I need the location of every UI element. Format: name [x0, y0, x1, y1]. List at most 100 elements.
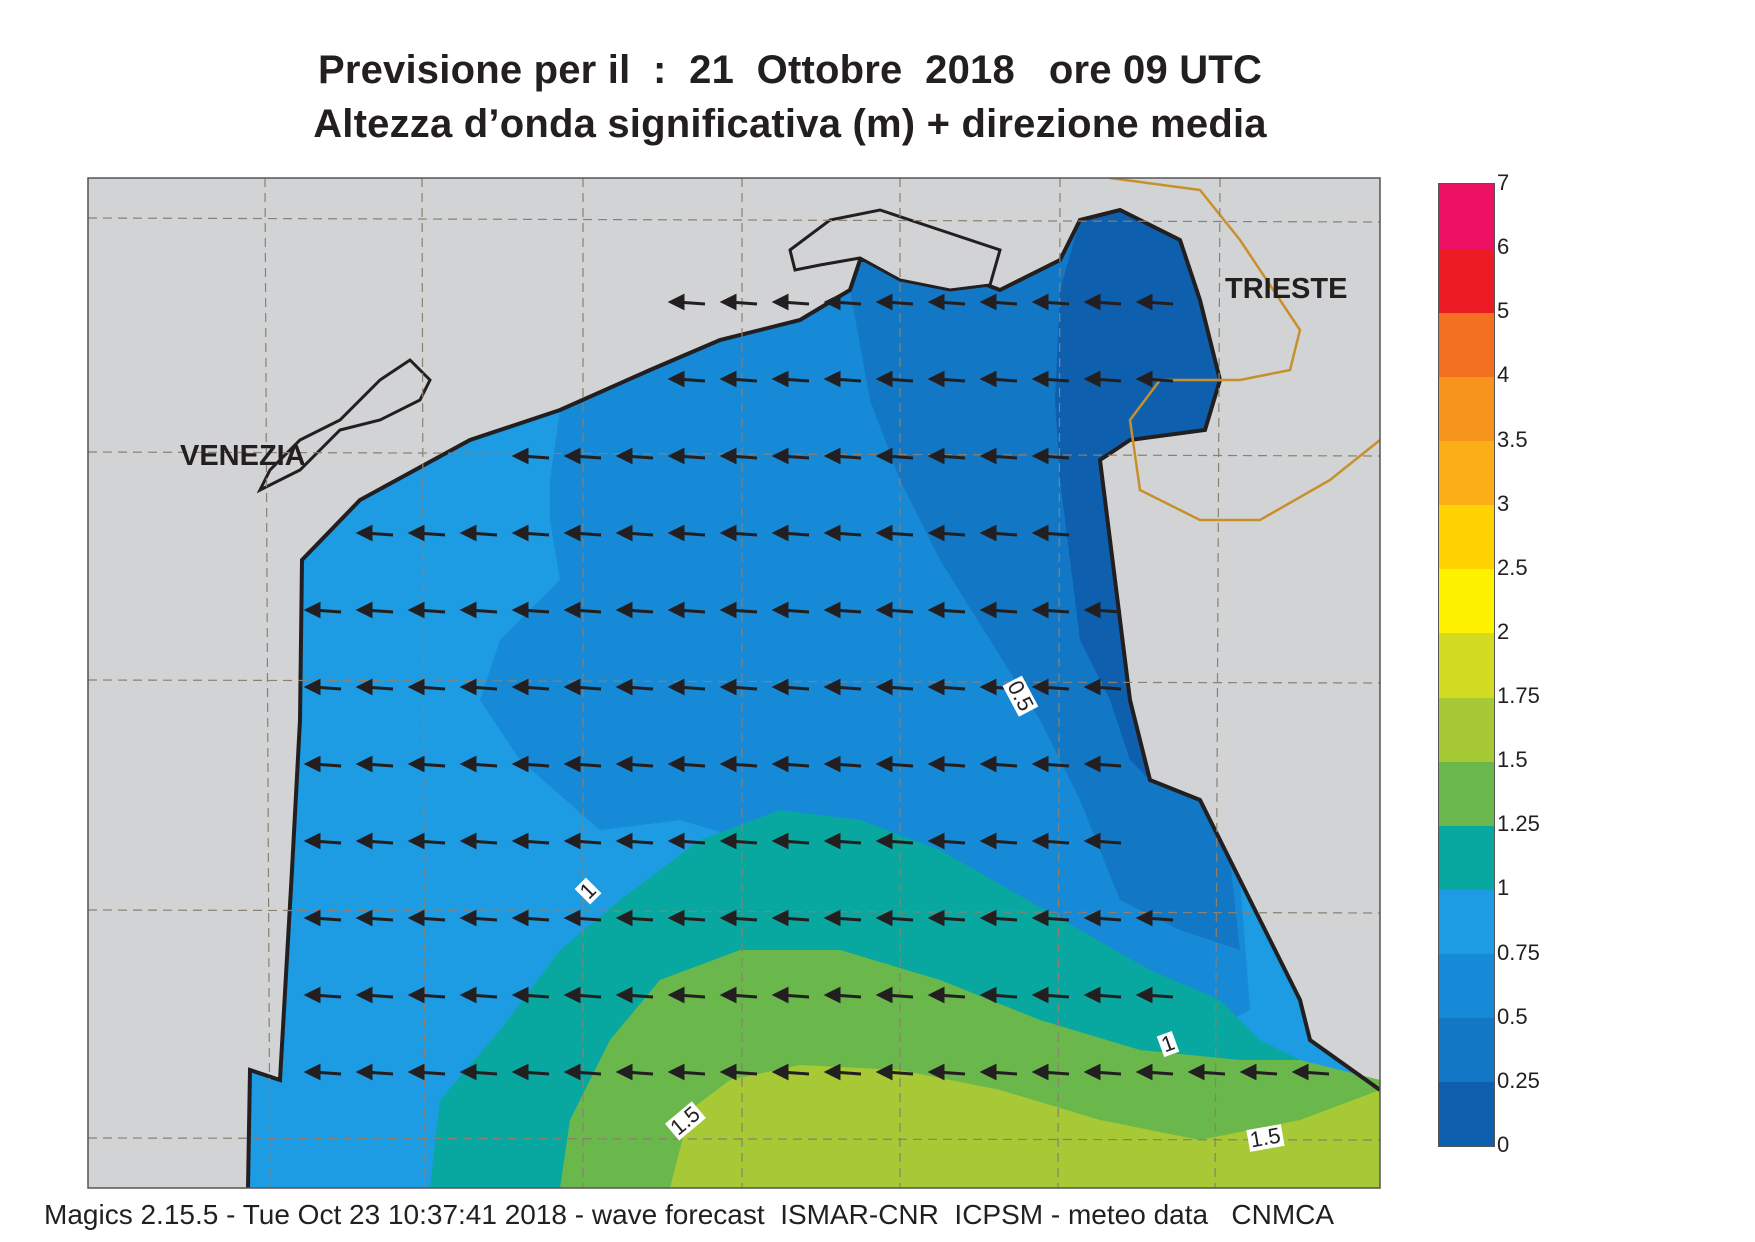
- wave-arrow-head: [719, 986, 737, 1004]
- wave-arrow-head: [563, 601, 581, 619]
- colorbar-tick-label: 4: [1497, 362, 1510, 388]
- wave-arrow-head: [667, 370, 685, 388]
- wave-arrow-head: [823, 370, 841, 388]
- wave-arrow-head: [875, 293, 893, 311]
- wave-arrow-head: [823, 678, 841, 696]
- wave-arrow-head: [1031, 1063, 1049, 1081]
- wave-arrow-head: [407, 601, 425, 619]
- wave-arrow-head: [1083, 832, 1101, 850]
- wave-arrow-head: [719, 293, 737, 311]
- wave-arrow-head: [667, 832, 685, 850]
- wave-arrow-head: [407, 1063, 425, 1081]
- city-label-venezia: VENEZIA: [180, 440, 306, 472]
- colorbar-tick-label: 7: [1497, 170, 1510, 195]
- wave-arrow-head: [927, 678, 945, 696]
- wave-arrow-head: [1031, 601, 1049, 619]
- wave-arrow-head: [355, 601, 373, 619]
- wave-arrow-head: [771, 447, 789, 465]
- wave-arrow-head: [771, 986, 789, 1004]
- wave-arrow-head: [355, 678, 373, 696]
- wave-arrow-head: [459, 601, 477, 619]
- wave-arrow-head: [1239, 1063, 1257, 1081]
- footer-credit: Magics 2.15.5 - Tue Oct 23 10:37:41 2018…: [44, 1199, 1335, 1230]
- wave-arrow-head: [823, 524, 841, 542]
- wave-arrow-head: [875, 986, 893, 1004]
- city-label-trieste: TRIESTE: [1225, 273, 1348, 305]
- colorbar-tick-label: 2: [1497, 618, 1510, 644]
- colorbar-bin-5-6: [1439, 248, 1494, 313]
- wave-arrow-head: [1031, 524, 1049, 542]
- wave-arrow-head: [823, 447, 841, 465]
- wave-arrow-head: [979, 986, 997, 1004]
- wave-arrow-head: [459, 755, 477, 773]
- wave-arrow-head: [563, 524, 581, 542]
- wave-arrow-head: [771, 678, 789, 696]
- wave-arrow-head: [719, 524, 737, 542]
- wave-arrow-head: [667, 447, 685, 465]
- coastline: [246, 207, 1380, 1188]
- wave-direction-arrows: [303, 293, 1330, 1081]
- wave-arrow-head: [667, 1063, 685, 1081]
- contour-label-1.5: 1.5: [1246, 1122, 1285, 1153]
- colorbar-tick-label: 3.5: [1497, 426, 1528, 452]
- wave-arrow-head: [615, 909, 633, 927]
- wave-arrow-head: [459, 524, 477, 542]
- gulf-islands: [788, 208, 1002, 292]
- wave-arrow-head: [667, 986, 685, 1004]
- wave-arrow-head: [667, 755, 685, 773]
- wave-arrow-head: [771, 601, 789, 619]
- wave-arrow-head: [875, 447, 893, 465]
- wave-arrow-head: [979, 832, 997, 850]
- wave-arrow-head: [511, 524, 529, 542]
- wave-arrow-head: [1291, 1063, 1309, 1081]
- wave-arrow-head: [927, 370, 945, 388]
- colorbar-tick-label: 2.5: [1497, 554, 1528, 580]
- colorbar-bin-4-5: [1439, 312, 1494, 377]
- colorbar-tick-label: 0.25: [1497, 1067, 1540, 1093]
- wave-arrow-head: [875, 832, 893, 850]
- wave-arrow-head: [303, 909, 321, 927]
- colorbar-tick-label: 0: [1497, 1132, 1510, 1157]
- wave-arrow-head: [719, 1063, 737, 1081]
- wave-arrow-head: [1031, 678, 1049, 696]
- wave-arrow-head: [303, 678, 321, 696]
- wave-arrow-head: [927, 909, 945, 927]
- wave-arrow-head: [719, 447, 737, 465]
- wave-arrow-head: [667, 909, 685, 927]
- wave-arrow-head: [511, 447, 529, 465]
- wave-arrow-head: [563, 755, 581, 773]
- wave-arrow-head: [771, 1063, 789, 1081]
- wave-arrow-head: [875, 1063, 893, 1081]
- wave-arrow-head: [1083, 293, 1101, 311]
- colorbar-bin-2.5-3: [1439, 504, 1494, 570]
- wave-arrow-head: [459, 909, 477, 927]
- wave-arrow-head: [875, 909, 893, 927]
- colorbar-bin-1.5-1.75: [1439, 697, 1494, 762]
- wave-arrow-head: [563, 986, 581, 1004]
- colorbar-tick-label: 1.25: [1497, 811, 1540, 837]
- colorbar-tick-label: 1.5: [1497, 747, 1528, 773]
- wave-arrow-head: [407, 678, 425, 696]
- wave-arrow-head: [511, 986, 529, 1004]
- colorbar-bin-1-1.25: [1439, 825, 1494, 890]
- wave-arrow-head: [823, 986, 841, 1004]
- colorbar-tick-label: 0.75: [1497, 939, 1540, 965]
- wave-arrow-head: [615, 986, 633, 1004]
- wave-arrow-head: [355, 1063, 373, 1081]
- wave-arrow-head: [303, 601, 321, 619]
- wave-arrow-head: [459, 678, 477, 696]
- wave-arrow-head: [979, 370, 997, 388]
- colorbar-tick-label: 5: [1497, 298, 1510, 324]
- wave-arrow-head: [667, 293, 685, 311]
- wave-arrow-head: [407, 524, 425, 542]
- wave-arrow-head: [615, 832, 633, 850]
- wave-arrow-head: [719, 678, 737, 696]
- wave-arrow-head: [979, 447, 997, 465]
- wave-arrow-head: [823, 293, 841, 311]
- wave-arrow-head: [303, 755, 321, 773]
- colorbar-tick-label: 6: [1497, 234, 1510, 260]
- wave-arrow-head: [771, 524, 789, 542]
- wave-arrow-head: [1083, 370, 1101, 388]
- map-frame: [87, 177, 1381, 1189]
- sea-zone-1.5-1.75: [670, 1065, 1380, 1188]
